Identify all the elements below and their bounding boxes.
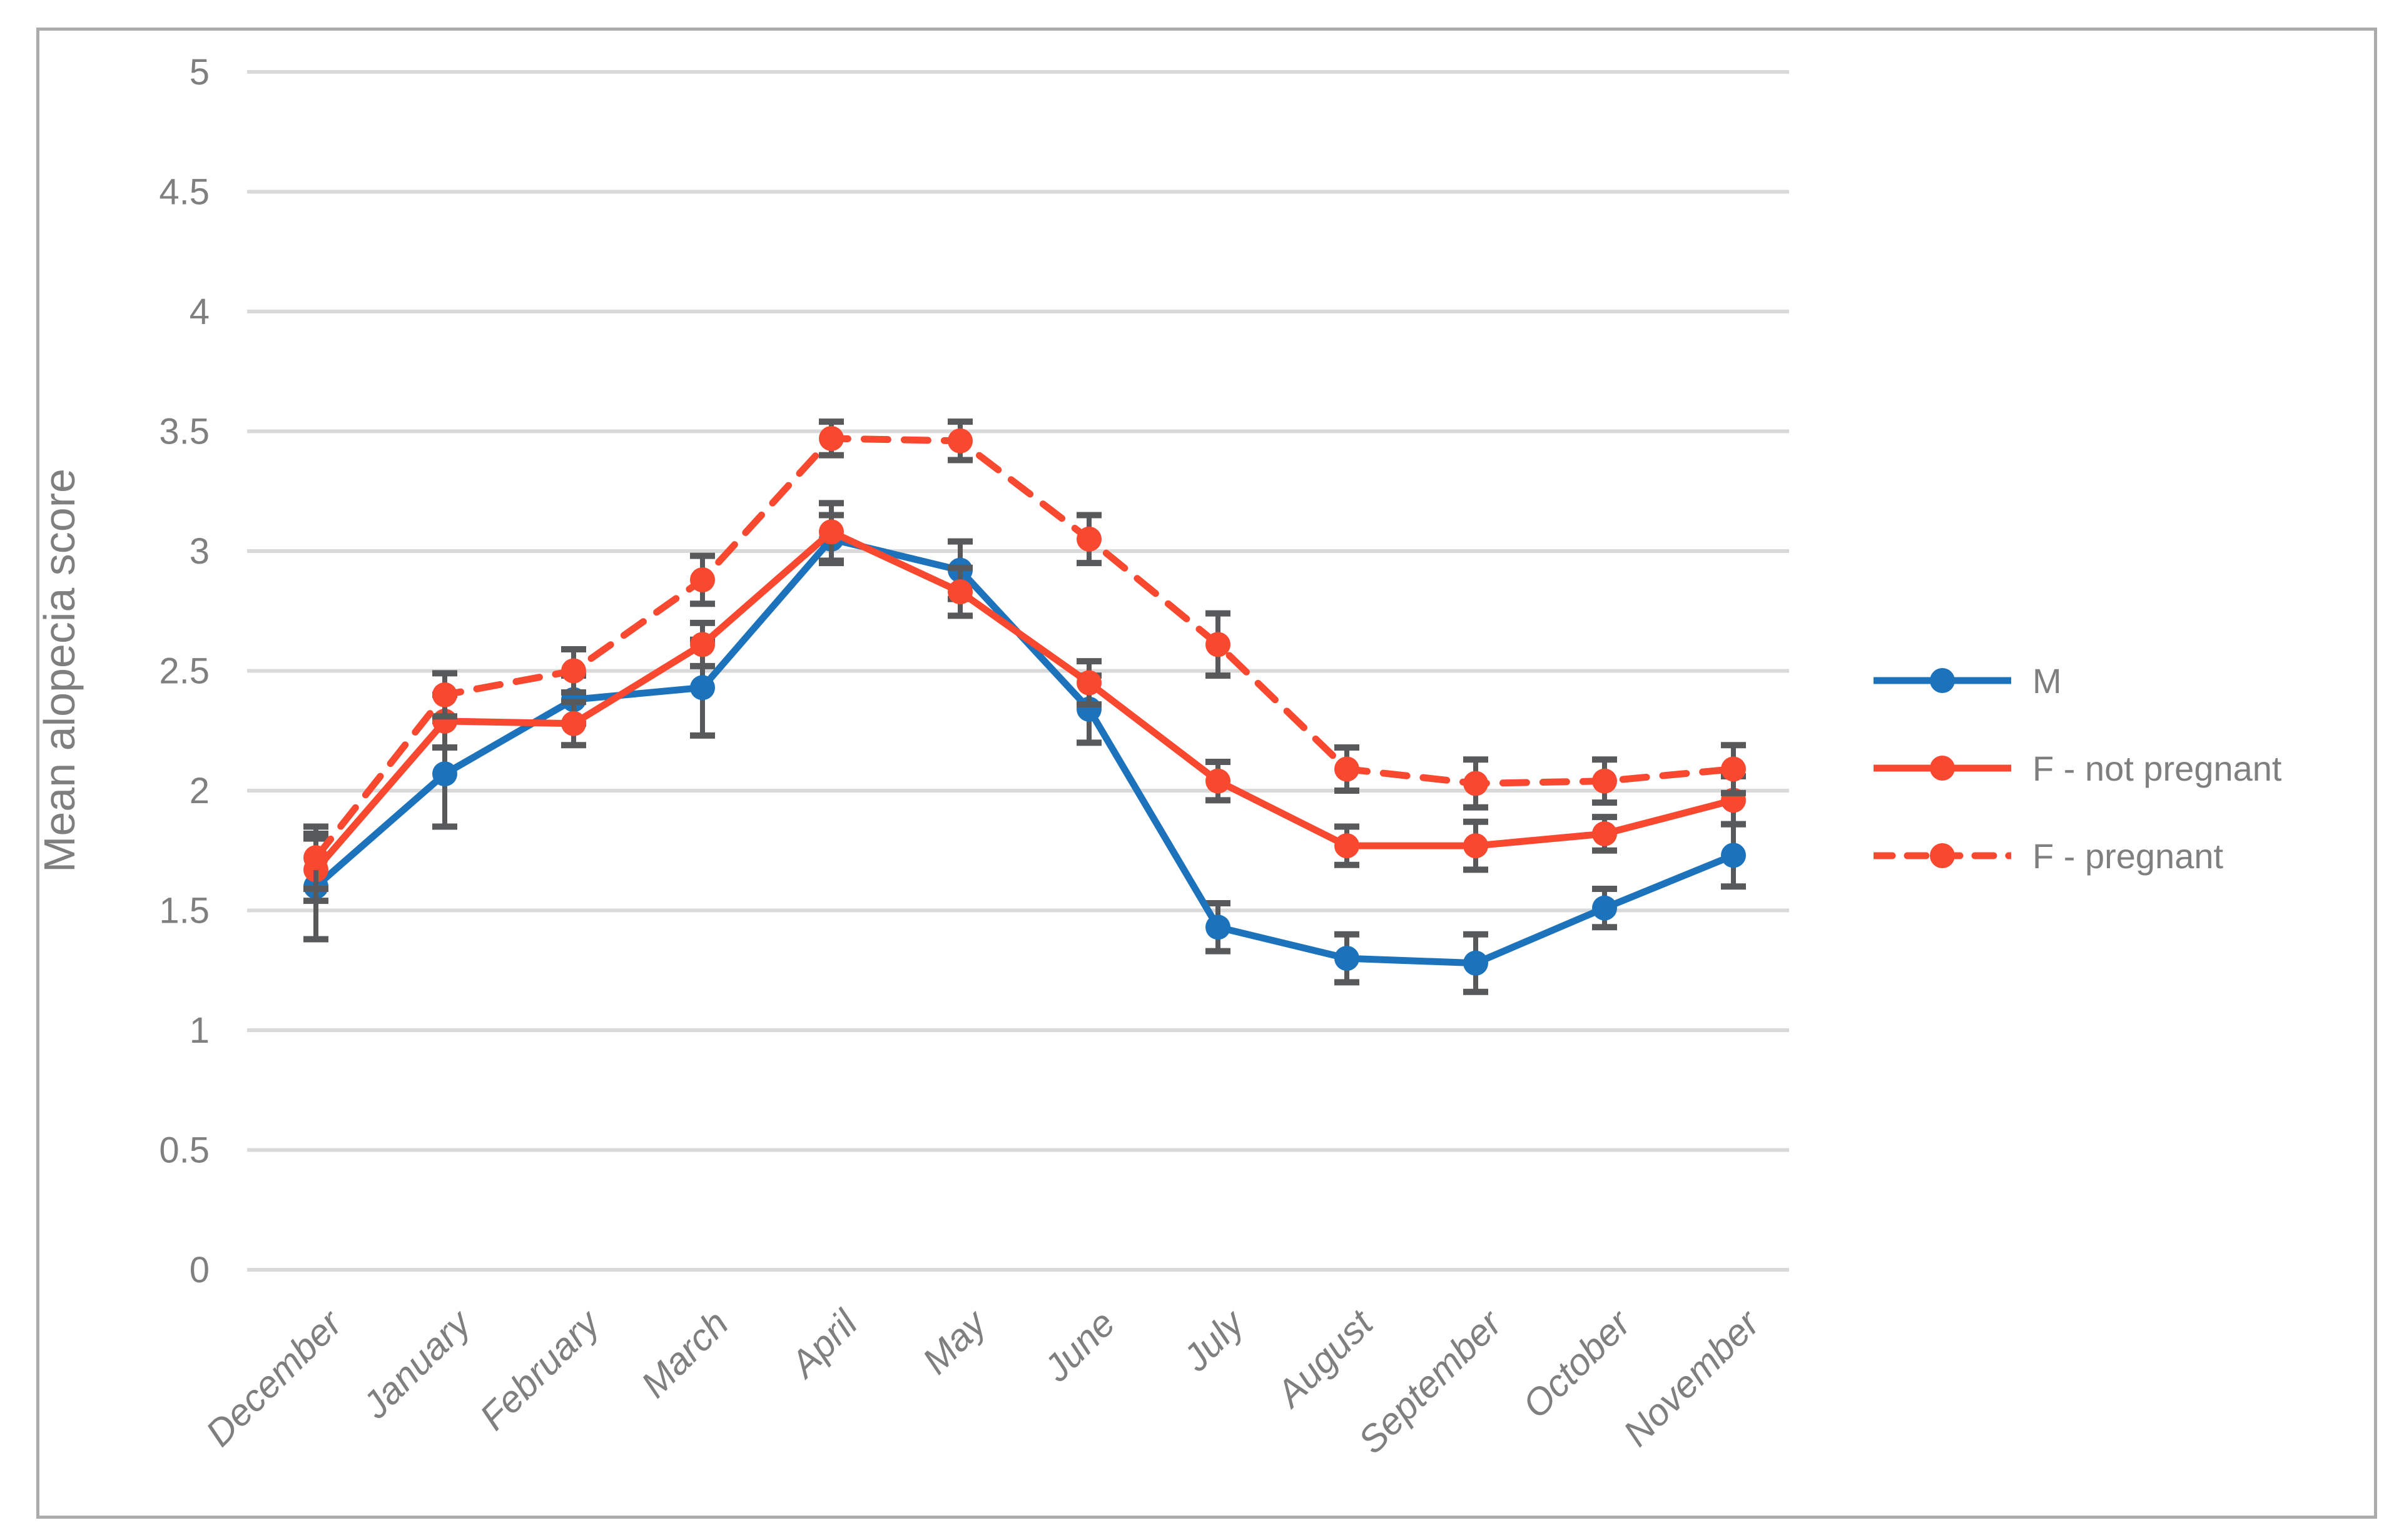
data-point-marker — [1721, 756, 1746, 782]
data-point-marker — [303, 845, 328, 871]
series-line — [312, 528, 1737, 873]
y-tick-label: 1 — [190, 1010, 210, 1051]
x-tick-label: August — [1267, 1301, 1382, 1416]
y-tick-label: 2 — [190, 771, 210, 811]
x-tick-label: November — [1615, 1301, 1768, 1454]
data-point-marker — [1205, 914, 1230, 940]
data-point-marker — [561, 658, 586, 684]
data-point-marker — [561, 711, 586, 736]
y-tick-label: 0.5 — [159, 1130, 210, 1171]
x-tick-label: February — [472, 1300, 609, 1438]
data-point-marker — [1334, 756, 1359, 782]
data-point-marker — [1463, 950, 1488, 976]
x-tick-label: April — [781, 1302, 866, 1387]
data-point-marker — [1463, 833, 1488, 859]
x-tick-label: December — [198, 1301, 351, 1454]
legend-label-f-not-pregnant: F - not pregnant — [2032, 748, 2282, 788]
y-tick-label: 1.5 — [159, 891, 210, 931]
legend-label-m: M — [2032, 661, 2062, 701]
data-point-marker — [1721, 843, 1746, 868]
legend-swatch-m — [1874, 668, 2011, 693]
series-line — [312, 435, 1737, 861]
series-m — [303, 512, 1746, 995]
data-point-marker — [1592, 768, 1617, 794]
legend-swatch-f-not-pregnant — [1874, 756, 2011, 781]
data-point-marker — [1463, 771, 1488, 796]
data-point-marker — [1592, 821, 1617, 846]
data-point-marker — [1334, 946, 1359, 971]
legend-entry-f-not-pregnant: F - not pregnant — [1874, 748, 2282, 788]
x-tick-label: May — [915, 1300, 996, 1382]
series-line — [312, 535, 1737, 967]
x-tick-label: October — [1514, 1301, 1640, 1426]
data-point-marker — [1077, 526, 1102, 552]
y-axis-title: Mean alopecia score — [35, 469, 84, 873]
data-point-marker — [690, 632, 715, 657]
y-tick-label: 4.5 — [159, 172, 210, 213]
x-tick-label: June — [1035, 1302, 1123, 1390]
x-tick-label: January — [354, 1300, 480, 1427]
legend-label-f-pregnant: F - pregnant — [2032, 836, 2224, 876]
data-point-marker — [1592, 895, 1617, 921]
data-point-marker — [819, 425, 844, 451]
x-tick-label: July — [1175, 1300, 1254, 1379]
data-point-marker — [432, 761, 457, 787]
data-point-marker — [432, 682, 457, 707]
legend: M F - not pregnant F - pregnant — [1874, 661, 2282, 926]
legend-entry-f-pregnant: F - pregnant — [1874, 836, 2281, 876]
y-tick-label: 3 — [190, 531, 210, 572]
legend-marker-swatch — [1930, 756, 1955, 781]
series-f-pregnant — [303, 418, 1746, 893]
y-tick-label: 0 — [190, 1250, 210, 1290]
legend-marker-swatch — [1930, 843, 1955, 868]
legend-marker-swatch — [1930, 668, 1955, 693]
data-point-marker — [1077, 670, 1102, 696]
legend-swatch-f-pregnant — [1874, 843, 2011, 868]
data-point-marker — [1205, 768, 1230, 794]
series-f-not-pregnant — [303, 500, 1746, 904]
data-point-marker — [1205, 632, 1230, 657]
y-tick-label: 2.5 — [159, 651, 210, 692]
y-tick-label: 3.5 — [159, 412, 210, 452]
data-point-marker — [1334, 833, 1359, 859]
legend-entry-m: M — [1874, 661, 2281, 701]
data-point-marker — [690, 675, 715, 701]
y-tick-label: 5 — [190, 52, 210, 93]
data-point-marker — [948, 579, 973, 605]
data-point-marker — [948, 428, 973, 453]
y-tick-label: 4 — [190, 291, 210, 332]
data-point-marker — [819, 519, 844, 545]
data-point-marker — [690, 567, 715, 592]
x-tick-label: March — [633, 1302, 736, 1406]
